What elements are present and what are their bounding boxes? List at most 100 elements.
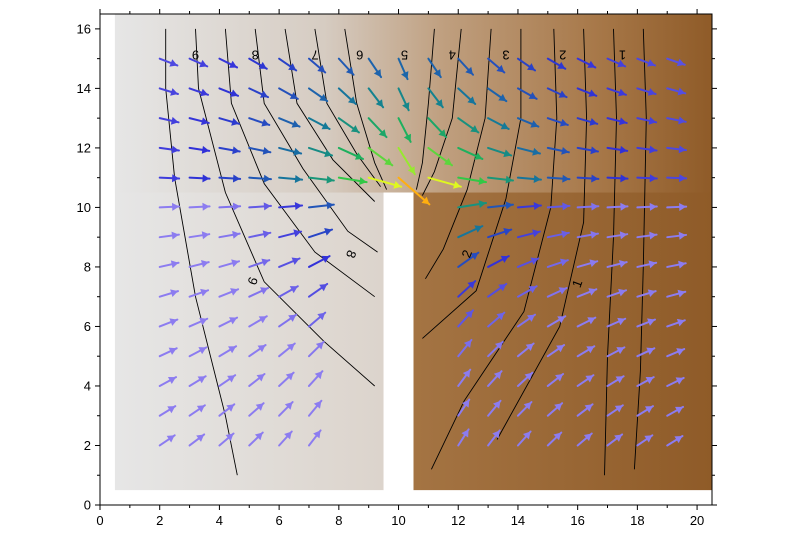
- flow-arrow: [188, 346, 208, 358]
- flow-arrow: [218, 432, 235, 447]
- flow-arrow: [248, 117, 271, 127]
- flow-arrow: [546, 202, 571, 211]
- flow-arrow: [457, 176, 488, 185]
- y-tick-label: 16: [77, 21, 91, 36]
- flow-arrow: [666, 57, 686, 67]
- flow-arrow: [307, 87, 329, 103]
- velocity-arrows: [158, 57, 688, 447]
- flow-arrow: [188, 57, 209, 68]
- flow-arrow: [367, 87, 385, 109]
- flow-arrow: [188, 317, 209, 328]
- flow-arrow: [188, 87, 210, 97]
- y-tick-label: 14: [77, 81, 91, 96]
- flow-arrow: [158, 289, 180, 298]
- flow-arrow: [487, 255, 510, 268]
- flow-arrow: [666, 174, 688, 183]
- flow-arrow: [337, 176, 368, 185]
- flow-arrow: [307, 429, 322, 447]
- flow-arrow: [158, 260, 180, 269]
- flow-arrow: [188, 375, 207, 387]
- flow-arrow: [576, 374, 595, 387]
- flow-arrow: [218, 230, 241, 239]
- contour-label: 8: [343, 248, 360, 260]
- contour-line: [415, 28, 435, 190]
- flow-arrow: [337, 117, 360, 134]
- flow-arrow: [606, 145, 629, 154]
- contour-labels: 9 8 7 6 5 4 3 2 1 8 9 2 1: [192, 48, 626, 290]
- flow-arrow: [516, 371, 534, 387]
- flow-arrow: [248, 344, 267, 358]
- flow-arrow: [158, 116, 180, 125]
- flow-arrow: [158, 57, 179, 67]
- x-tick-label: 20: [690, 513, 704, 528]
- flow-arrow: [487, 146, 513, 158]
- upper-band-region: [114, 14, 713, 193]
- contour-label: 9: [192, 48, 199, 63]
- flow-arrow: [457, 146, 484, 160]
- flow-arrow: [158, 231, 180, 240]
- flow-arrow: [337, 146, 364, 160]
- contour-label: 9: [244, 275, 261, 287]
- flow-arrow: [516, 285, 538, 298]
- flow-arrow: [457, 338, 473, 358]
- flow-arrow: [307, 255, 331, 268]
- barrier-region: [383, 192, 414, 491]
- flow-arrow: [606, 433, 624, 447]
- flow-arrow: [158, 87, 180, 96]
- flow-arrow: [666, 202, 688, 211]
- flow-arrow: [278, 229, 303, 239]
- flow-arrow: [457, 280, 477, 298]
- flow-arrow: [636, 202, 658, 211]
- flow-arrow: [158, 318, 179, 328]
- flow-arrow: [457, 251, 480, 268]
- flow-arrow: [188, 117, 210, 126]
- flow-arrow: [248, 87, 270, 99]
- flow-arrow: [278, 285, 299, 298]
- flow-arrow: [278, 87, 299, 100]
- x-tick-label: 0: [96, 513, 103, 528]
- flow-arrow: [516, 87, 538, 100]
- flow-arrow: [576, 316, 597, 328]
- flow-arrow: [158, 376, 178, 387]
- flow-arrow: [307, 201, 335, 210]
- flow-arrow: [457, 368, 472, 387]
- flow-arrow: [158, 405, 177, 417]
- flow-arrow: [487, 87, 508, 103]
- flow-arrow: [427, 87, 444, 109]
- flow-arrow: [636, 434, 654, 447]
- flow-arrow: [427, 57, 442, 79]
- flow-arrow: [188, 259, 210, 268]
- flow-arrow: [337, 57, 355, 76]
- flow-arrow: [337, 87, 357, 105]
- flow-arrow: [307, 117, 331, 130]
- flow-arrow: [248, 230, 272, 239]
- flow-arrow: [576, 403, 594, 417]
- x-tick-label: 14: [511, 513, 525, 528]
- flow-arrow: [248, 372, 266, 387]
- contour-line: [344, 28, 388, 190]
- flow-arrow: [606, 87, 628, 97]
- flow-arrow: [218, 174, 242, 183]
- flow-arrow: [636, 231, 658, 240]
- flow-arrow: [457, 225, 484, 239]
- flow-arrow: [606, 375, 625, 387]
- x-tick-label: 18: [630, 513, 644, 528]
- flow-arrow: [576, 146, 599, 155]
- flow-arrow: [188, 174, 211, 183]
- flow-arrow: [487, 311, 506, 328]
- flow-arrow: [546, 344, 566, 358]
- flow-arrow: [427, 176, 462, 189]
- flow-arrow: [576, 230, 599, 239]
- contour-label: 2: [559, 48, 566, 63]
- flow-arrow: [576, 57, 597, 69]
- flow-arrow: [666, 231, 688, 240]
- flow-arrow: [248, 146, 272, 155]
- contour-line: [314, 28, 381, 187]
- flow-arrow: [666, 116, 687, 125]
- flow-arrow: [546, 431, 563, 447]
- flow-arrow: [546, 174, 571, 183]
- flow-arrow: [188, 145, 211, 154]
- flow-arrow: [636, 318, 657, 328]
- flow-arrow: [636, 145, 658, 154]
- contour-label: 7: [311, 48, 318, 63]
